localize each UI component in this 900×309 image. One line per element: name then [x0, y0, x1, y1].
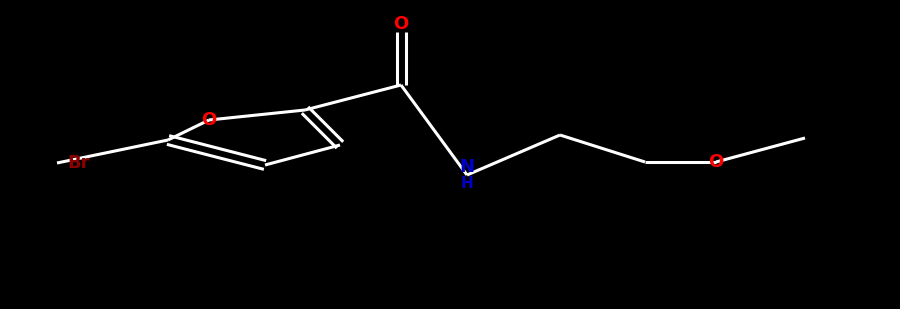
Text: N: N [460, 158, 474, 176]
Text: H: H [461, 176, 473, 191]
Text: Br: Br [67, 154, 89, 172]
Text: O: O [393, 15, 409, 33]
Text: O: O [708, 153, 724, 171]
Text: O: O [202, 111, 217, 129]
